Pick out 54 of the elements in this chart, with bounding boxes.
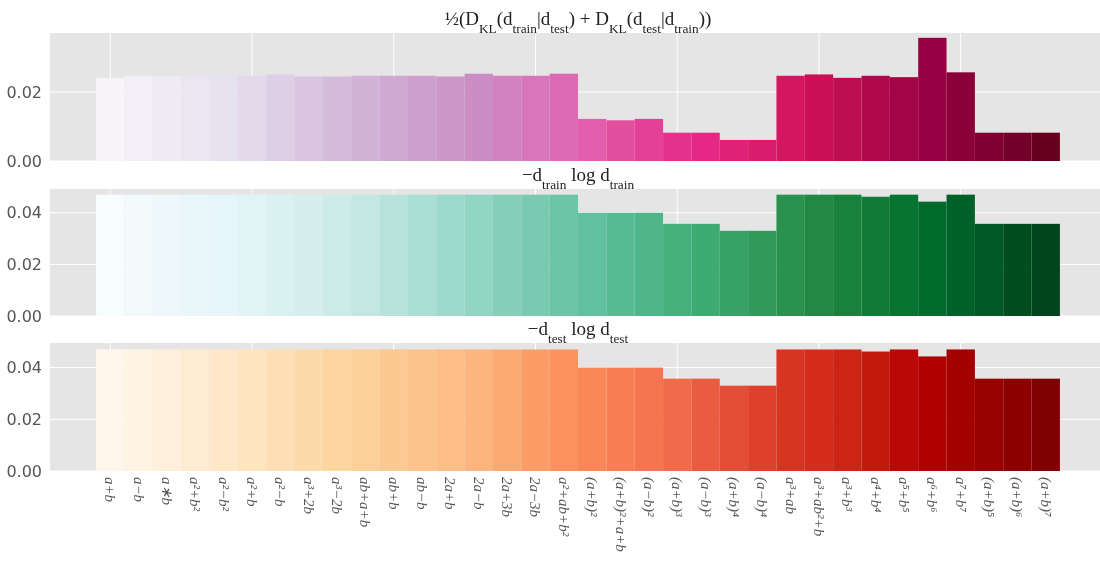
x-tick-label: a⁶+b⁶ [924,477,941,513]
x-tick-label: (a+b)⁶ [1008,477,1026,518]
x-tick-label: (a+b)² [583,477,601,518]
x-tick-label: ab+a+b [357,477,374,528]
x-tick-label: 2a+3b [499,477,516,518]
bar [634,118,664,161]
x-tick-label: (a+b)⁵ [980,477,998,518]
y-tick-label: 0.02 [6,254,42,274]
x-tick-label: a+b [102,477,119,503]
chart-title: −d$_{train}$ log d$_{train}$ [521,164,635,192]
bar [719,139,749,161]
y-tick-label: 0.04 [6,358,42,378]
x-tick-label: a³−2b [329,477,346,515]
x-tick-label: a²−b [272,477,289,508]
x-tick-label: a²+b [244,477,261,508]
y-tick-label: 0.00 [6,461,42,481]
chart-title: ½(D$_{KL}$(d$_{train}$|d$_{test}$) + D$_{KL}$(d$_{test}$|d$_{train}$)) [444,8,712,36]
x-tick-label: (a−b)² [639,477,657,518]
x-tick-label: (a−b)⁴ [753,477,771,518]
y-tick-label: 0.00 [6,306,42,326]
x-tick-label: a⁵+b⁵ [896,477,913,513]
x-tick-label: 2a−b [470,477,487,511]
x-tick-label: 2a−3b [527,477,544,518]
x-tick-label: a³+2b [300,477,317,515]
x-tick-label: a⁴+b⁴ [867,477,884,513]
x-tick-label: ab−b [414,477,431,511]
x-tick-label: a−b [130,477,147,503]
bar [691,378,720,471]
x-tick-label: (a+b)²+a+b [611,477,629,553]
y-tick-label: 0.02 [6,82,42,102]
bar [1031,378,1060,471]
chart-title: −d$_{test}$ log d$_{test}$ [527,318,629,346]
bar [719,385,749,471]
x-tick-label: a³+ab [782,477,799,515]
x-tick-label: 2a+b [442,477,459,511]
x-tick-label: a³+b³ [839,477,856,512]
y-tick-label: 0.00 [6,151,42,171]
bar [861,75,890,161]
y-tick-label: 0.02 [6,409,42,429]
x-tick-label: (a−b)³ [696,477,714,518]
x-tick-label: a²−b² [215,477,232,512]
y-tick-label: 0.04 [6,203,42,223]
x-tick-label: ab+b [385,477,402,511]
x-tick-label: a²+ab+b² [555,477,572,537]
x-tick-label: (a+b)⁷ [1036,477,1054,518]
x-tick-label: (a+b)³ [668,477,686,518]
bar [578,118,607,161]
x-tick-label: (a+b)⁴ [724,477,742,518]
x-tick-label: a³+ab²+b [810,477,827,537]
bar [606,120,635,161]
bar [833,77,862,161]
x-tick-label: a⁷+b⁷ [952,477,969,513]
x-tick-label: a²+b² [187,477,204,512]
x-tick-label: a∗b [158,477,175,506]
